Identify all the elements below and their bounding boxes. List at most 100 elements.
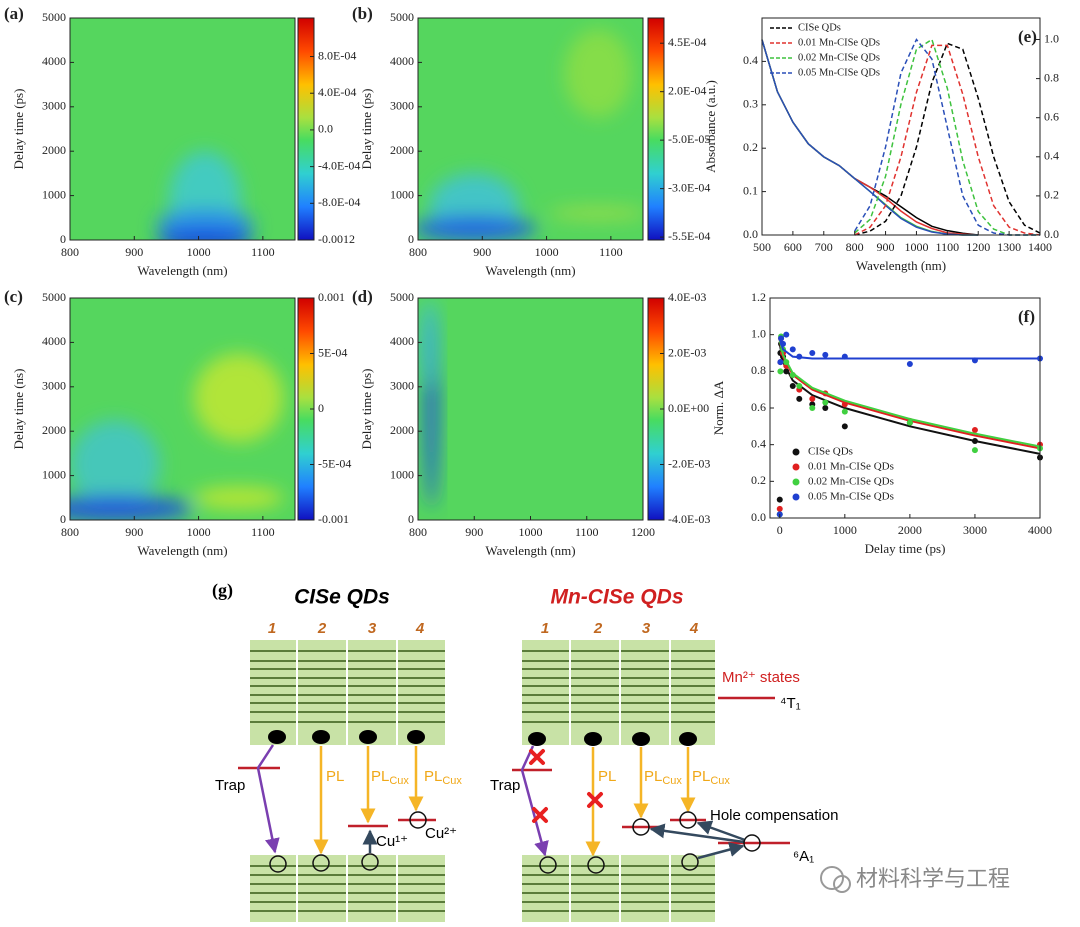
y-axis-title: Delay time (ps) xyxy=(359,369,374,450)
x-tick-label: 3000 xyxy=(963,523,987,537)
data-point xyxy=(789,372,796,378)
fit-line xyxy=(778,343,1041,455)
x-tick-label: 1200 xyxy=(966,240,990,254)
data-point xyxy=(789,346,796,353)
column-label: 3 xyxy=(642,620,651,637)
labels: Trap PL PLCux PLCux Cu¹⁺ Cu²⁺ Trap PL PL… xyxy=(215,669,838,865)
y-tick-label: 0.4 xyxy=(751,436,766,450)
y-tick-label: -2.0E-03 xyxy=(668,456,710,470)
y-axis-title: Delay time (ps) xyxy=(11,89,26,170)
data-point xyxy=(971,427,978,433)
heatmap-features xyxy=(420,298,439,509)
y-axis-title: Delay time (ns) xyxy=(11,369,26,450)
y-tick-label: -5.0E-05 xyxy=(668,132,710,146)
heatmap xyxy=(70,298,295,520)
x-tick-label: 1100 xyxy=(575,525,599,539)
y-tick-label: 1000 xyxy=(390,467,414,481)
panel-label: (d) xyxy=(352,287,373,306)
y-tick-label: -0.001 xyxy=(318,512,349,526)
column-label: 1 xyxy=(541,620,549,637)
t1-label: ⁴T₁ xyxy=(780,695,801,712)
data-point xyxy=(971,357,978,364)
heatmap-features xyxy=(418,29,643,240)
blocked-marks xyxy=(529,749,603,823)
x-tick-label: 1100 xyxy=(599,245,623,259)
column-labels: 1 2 3 4 1 2 3 4 xyxy=(268,620,699,637)
data-point xyxy=(971,447,978,454)
fit-line xyxy=(778,339,1041,448)
pl: PL xyxy=(644,768,662,785)
y-tick-label: 0 xyxy=(60,512,66,526)
x-tick-label: 900 xyxy=(125,525,143,539)
column-label: 1 xyxy=(268,620,276,637)
y-tick-label: 0.2 xyxy=(751,473,766,487)
y-tick-label: 5000 xyxy=(390,10,414,24)
pl-cux-label: PLCux xyxy=(424,768,462,787)
hole-arrow xyxy=(697,842,745,860)
x-tick-label: 1000 xyxy=(904,240,928,254)
legend-label: 0.02 Mn-CISe QDs xyxy=(798,52,880,63)
y-tick-label: 0 xyxy=(318,401,324,415)
x-axis-title: Delay time (ps) xyxy=(865,541,946,556)
data-point xyxy=(841,408,848,415)
heatmap xyxy=(418,298,643,520)
y-tick-label: 3000 xyxy=(42,379,66,393)
y-tick-label: 0.0 xyxy=(1044,227,1059,241)
data-point xyxy=(906,361,913,367)
data-point xyxy=(780,340,787,347)
x-tick-label: 800 xyxy=(61,525,79,539)
heatmap-feature xyxy=(155,208,255,240)
column-label: 4 xyxy=(689,620,699,637)
x-tick-label: 1100 xyxy=(936,240,960,254)
y-tick-label: 2000 xyxy=(42,143,66,157)
heatmap-feature xyxy=(155,231,255,240)
x-tick-label: 600 xyxy=(784,240,802,254)
y-tick-label: -4.0E-03 xyxy=(668,512,710,526)
y-tick-label: 0.2 xyxy=(743,140,758,154)
y-tick-label: 0.6 xyxy=(751,400,766,414)
data-point xyxy=(777,368,784,375)
x-tick-label: 1000 xyxy=(535,245,559,259)
legend-marker xyxy=(792,448,800,456)
data-point xyxy=(796,395,803,402)
legend-label: 0.05 Mn-CISe QDs xyxy=(798,67,880,78)
pl-cux-label: PLCux xyxy=(371,768,409,787)
y-tick-label: -5E-04 xyxy=(318,456,351,470)
x-tick-label: 800 xyxy=(409,245,427,259)
trap-label: Trap xyxy=(215,777,245,794)
cu1-label: Cu¹⁺ xyxy=(376,833,408,850)
x-tick-label: 1100 xyxy=(251,245,275,259)
hole-arrow xyxy=(696,820,746,842)
x-tick-label: 0 xyxy=(777,523,783,537)
data-point xyxy=(906,419,913,426)
data-point xyxy=(841,401,848,408)
electrons xyxy=(268,730,697,746)
title: CISe QDs xyxy=(294,586,390,609)
data-point xyxy=(783,331,790,338)
y-tick-label: 0.2 xyxy=(1044,188,1059,202)
heatmap xyxy=(418,18,643,240)
x-tick-label: 1200 xyxy=(631,525,655,539)
legend-marker xyxy=(792,463,800,471)
diagram: (g) CISe QDs Mn-CISe QDs Trap PL PLCux P… xyxy=(212,580,1010,922)
y-tick-label: 2000 xyxy=(390,143,414,157)
panel-label: (b) xyxy=(352,4,373,23)
data-point xyxy=(776,505,783,512)
panel-label: (f) xyxy=(1018,307,1035,326)
x-tick-label: 1000 xyxy=(187,245,211,259)
heatmap-base xyxy=(418,298,643,520)
y-tick-label: 5000 xyxy=(42,10,66,24)
panel-label: (e) xyxy=(1018,27,1037,46)
data-point xyxy=(822,405,829,411)
y-tick-label: 2000 xyxy=(390,423,414,437)
y-tick-label: 0.001 xyxy=(318,290,345,304)
column-label: 2 xyxy=(593,620,603,637)
column-label: 3 xyxy=(368,620,377,637)
legend-label: 0.01 Mn-CISe QDs xyxy=(798,37,880,48)
y-tick-label: 2000 xyxy=(42,423,66,437)
y-tick-label: 2.0E-04 xyxy=(668,83,706,97)
x-tick-label: 900 xyxy=(125,245,143,259)
legend-label: CISe QDs xyxy=(808,446,853,458)
watermark-text: 材料科学与工程 xyxy=(856,867,1010,892)
x-tick-label: 500 xyxy=(753,240,771,254)
